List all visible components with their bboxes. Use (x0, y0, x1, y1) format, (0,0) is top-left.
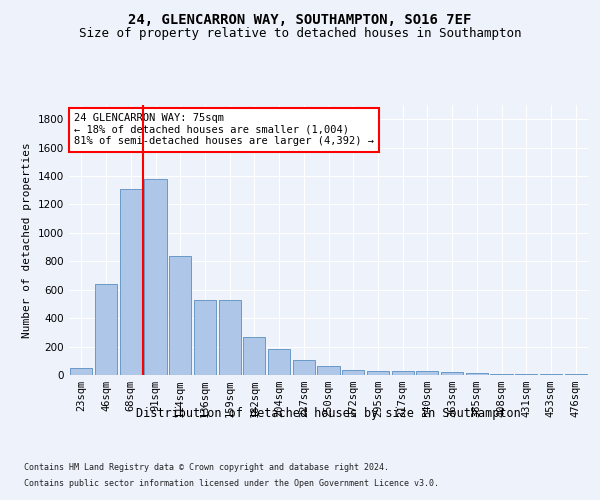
Bar (342, 370, 364, 375)
Bar (145, 179, 167, 375)
Text: Size of property relative to detached houses in Southampton: Size of property relative to detached ho… (79, 28, 521, 40)
Bar (317, 366, 340, 375)
Bar (268, 348, 290, 375)
Text: Contains HM Land Registry data © Crown copyright and database right 2024.: Contains HM Land Registry data © Crown c… (24, 462, 389, 471)
Bar (194, 300, 216, 375)
Bar (70, 368, 92, 375)
Bar (367, 370, 389, 375)
Text: Contains public sector information licensed under the Open Government Licence v3: Contains public sector information licen… (24, 479, 439, 488)
Bar (565, 374, 587, 375)
Bar (95, 284, 117, 375)
Bar (515, 374, 538, 375)
Bar (540, 374, 562, 375)
Text: 24 GLENCARRON WAY: 75sqm
← 18% of detached houses are smaller (1,004)
81% of sem: 24 GLENCARRON WAY: 75sqm ← 18% of detach… (74, 113, 374, 146)
Y-axis label: Number of detached properties: Number of detached properties (22, 142, 32, 338)
Bar (416, 372, 439, 375)
Text: 24, GLENCARRON WAY, SOUTHAMPTON, SO16 7EF: 24, GLENCARRON WAY, SOUTHAMPTON, SO16 7E… (128, 12, 472, 26)
Bar (119, 189, 142, 375)
Bar (293, 360, 315, 375)
Bar (490, 374, 512, 375)
Bar (243, 336, 265, 375)
Bar (169, 256, 191, 375)
Bar (392, 370, 414, 375)
Bar (441, 372, 463, 375)
Bar (466, 373, 488, 375)
Bar (218, 300, 241, 375)
Text: Distribution of detached houses by size in Southampton: Distribution of detached houses by size … (136, 408, 521, 420)
